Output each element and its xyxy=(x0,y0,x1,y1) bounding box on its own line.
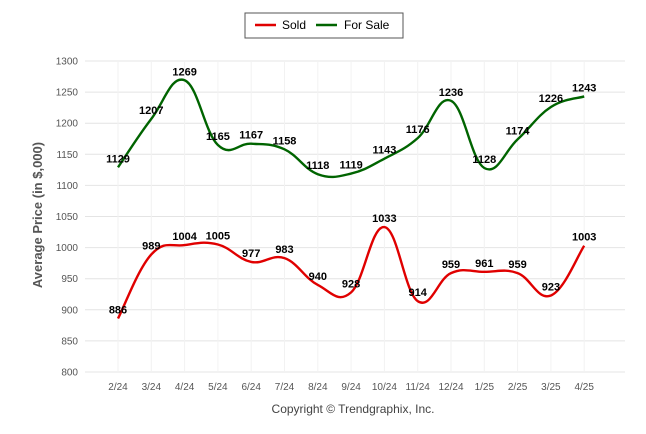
x-tick-label: 3/25 xyxy=(541,382,561,393)
series-line-sold xyxy=(116,225,586,320)
x-tick-label: 2/25 xyxy=(508,382,528,393)
data-label-sold: 959 xyxy=(508,259,526,271)
x-tick-label: 4/24 xyxy=(175,382,195,393)
data-label-sold: 914 xyxy=(409,287,428,299)
legend-label-sold: Sold xyxy=(282,18,306,32)
x-tick-label: 11/24 xyxy=(406,382,431,393)
data-label-for-sale: 1269 xyxy=(172,66,196,78)
y-tick-label: 1200 xyxy=(56,119,79,130)
data-label-sold: 961 xyxy=(475,258,493,270)
y-tick-label: 1250 xyxy=(56,88,79,99)
x-tick-label: 1/25 xyxy=(475,382,495,393)
data-label-for-sale: 1143 xyxy=(372,145,396,157)
data-label-for-sale: 1207 xyxy=(139,105,163,117)
copyright-credit: Copyright © Trendgraphix, Inc. xyxy=(272,402,435,416)
data-label-for-sale: 1176 xyxy=(406,124,430,136)
data-label-sold: 928 xyxy=(342,278,360,290)
y-tick-label: 1000 xyxy=(56,243,79,254)
legend: Sold For Sale xyxy=(244,12,404,39)
x-tick-label: 2/24 xyxy=(108,382,128,393)
data-label-sold: 1003 xyxy=(572,232,596,244)
series-lines xyxy=(116,78,586,320)
y-tick-label: 900 xyxy=(61,305,78,316)
data-label-sold: 1004 xyxy=(172,231,197,243)
data-label-sold: 923 xyxy=(542,281,560,293)
data-label-for-sale: 1243 xyxy=(572,82,596,94)
x-tick-label: 12/24 xyxy=(438,382,463,393)
y-tick-label: 800 xyxy=(61,368,78,379)
x-tick-label: 8/24 xyxy=(308,382,328,393)
gridlines xyxy=(85,60,625,373)
x-tick-label: 4/25 xyxy=(574,382,594,393)
data-label-for-sale: 1167 xyxy=(239,130,263,142)
data-label-for-sale: 1236 xyxy=(439,87,463,99)
y-tick-label: 1300 xyxy=(56,57,79,68)
data-label-for-sale: 1174 xyxy=(506,125,531,137)
y-tick-label: 950 xyxy=(61,274,78,285)
x-tick-labels: 2/24 3/24 4/24 5/24 6/24 7/24 8/24 9/24 10/24 11/… xyxy=(108,382,594,393)
y-tick-label: 1150 xyxy=(56,150,78,161)
x-tick-label: 10/24 xyxy=(372,382,397,393)
y-tick-label: 1050 xyxy=(56,212,79,223)
y-tick-labels: 800 850 900 950 1000 1050 1100 1150 1200 1250 1300 xyxy=(56,57,79,379)
data-label-sold: 959 xyxy=(442,259,460,271)
x-tick-label: 6/24 xyxy=(241,382,261,393)
y-tick-label: 850 xyxy=(61,336,78,347)
data-label-sold: 983 xyxy=(275,244,293,256)
data-label-sold: 940 xyxy=(309,271,327,283)
x-tick-label: 5/24 xyxy=(208,382,228,393)
data-label-for-sale: 1129 xyxy=(106,153,130,165)
data-label-for-sale: 1119 xyxy=(339,160,362,172)
data-label-sold: 1033 xyxy=(372,213,396,225)
y-axis-title: Average Price (in $,000) xyxy=(30,142,45,288)
data-label-for-sale: 1128 xyxy=(472,154,496,166)
x-tick-label: 7/24 xyxy=(275,382,295,393)
data-label-sold: 886 xyxy=(109,305,127,317)
data-labels: 886 989 1004 1005 977 983 940 928 1033 914 959 961 9… xyxy=(106,66,596,316)
data-label-sold: 1005 xyxy=(206,230,230,242)
data-label-for-sale: 1165 xyxy=(206,131,230,143)
data-label-for-sale: 1226 xyxy=(539,93,563,105)
x-tick-label: 3/24 xyxy=(142,382,162,393)
legend-label-for-sale: For Sale xyxy=(344,18,390,32)
series-line-for-sale xyxy=(117,78,585,179)
y-tick-label: 1100 xyxy=(56,181,78,192)
data-label-sold: 989 xyxy=(142,240,160,252)
data-label-for-sale: 1158 xyxy=(273,135,297,147)
x-tick-label: 9/24 xyxy=(341,382,361,393)
data-label-sold: 977 xyxy=(242,248,260,260)
data-label-for-sale: 1118 xyxy=(306,160,329,172)
